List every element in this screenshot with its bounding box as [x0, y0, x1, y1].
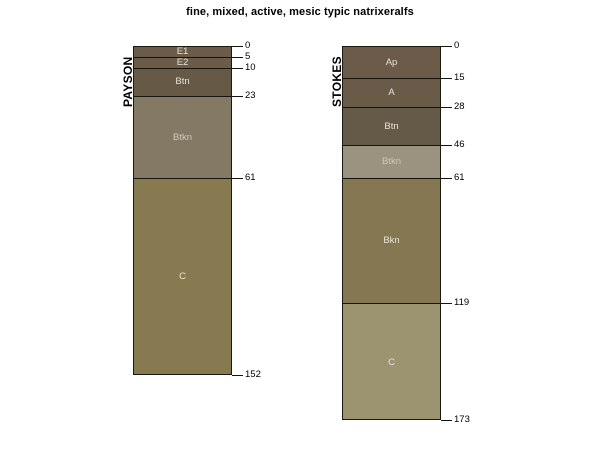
horizon-label: Btkn [172, 131, 192, 143]
depth-tick [232, 67, 243, 69]
depth-tick-label: 10 [245, 61, 256, 73]
horizon-label: Bkn [383, 235, 400, 247]
horizon-label: Btkn [381, 156, 401, 168]
depth-tick [441, 106, 452, 108]
horizon-label: E2 [176, 56, 189, 68]
horizon-ap[interactable]: Ap [343, 47, 440, 80]
horizon-a[interactable]: A [343, 79, 440, 108]
depth-tick [232, 95, 243, 97]
horizon-c[interactable]: C [343, 304, 440, 420]
profile-column-payson: E1 E2 Btn Btkn C [133, 46, 232, 375]
horizon-c[interactable]: C [134, 178, 231, 374]
horizon-label: Btn [175, 76, 190, 88]
horizon-e2[interactable]: E2 [134, 56, 231, 69]
depth-tick [232, 46, 243, 47]
horizon-bkn[interactable]: Bkn [343, 178, 440, 305]
horizon-btkn[interactable]: Btkn [343, 146, 440, 179]
horizon-label: Ap [385, 56, 398, 68]
horizon-btn[interactable]: Btn [134, 68, 231, 97]
depth-tick-label: 5 [245, 50, 251, 62]
depth-tick [441, 177, 452, 179]
profile-column-stokes: Ap A Btn Btkn Bkn C [342, 46, 441, 421]
depth-tick-label: 23 [245, 89, 256, 101]
depth-tick-label: 61 [454, 171, 465, 183]
depth-tick-label: 15 [454, 72, 465, 84]
depth-tick [441, 420, 452, 422]
depth-tick-label: 61 [245, 171, 256, 183]
depth-tick-label: 152 [245, 368, 261, 380]
horizon-e1[interactable]: E1 [134, 47, 231, 58]
depth-tick [441, 145, 452, 147]
figure-title: fine, mixed, active, mesic typic natrixe… [186, 6, 414, 18]
horizon-btkn[interactable]: Btkn [134, 96, 231, 179]
horizon-label: C [179, 271, 186, 283]
depth-tick-label: 0 [245, 40, 251, 51]
depth-tick [441, 78, 452, 80]
depth-tick [232, 56, 243, 58]
depth-tick-label: 46 [454, 139, 465, 151]
depth-tick [441, 303, 452, 305]
depth-tick [232, 374, 243, 376]
horizon-btn[interactable]: Btn [343, 107, 440, 147]
horizon-label: Btn [384, 120, 399, 132]
horizon-label: C [388, 356, 395, 368]
depth-tick [441, 46, 452, 47]
horizon-label: A [388, 87, 395, 99]
horizon-label: E1 [176, 46, 189, 58]
depth-tick-label: 0 [454, 40, 460, 51]
depth-tick-label: 119 [454, 297, 470, 309]
depth-tick-label: 28 [454, 100, 465, 112]
depth-tick [232, 177, 243, 179]
depth-tick-label: 173 [454, 414, 470, 426]
